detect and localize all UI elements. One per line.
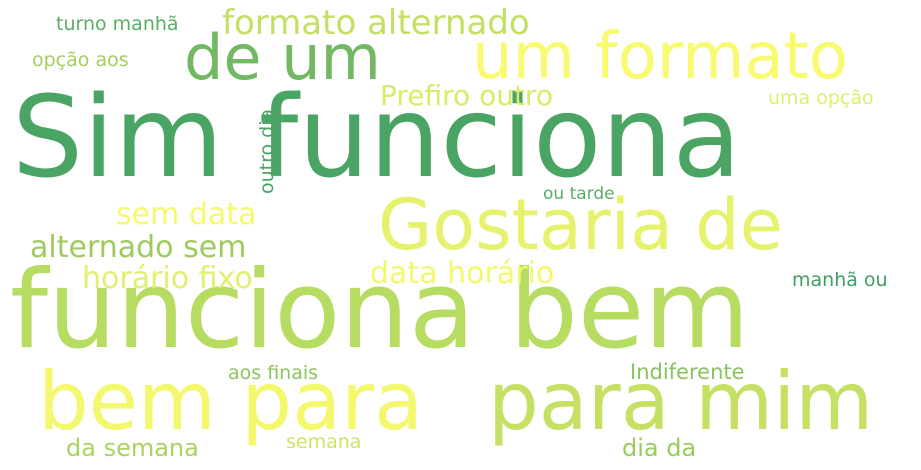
word-indiferente: Indiferente: [630, 360, 745, 384]
word-opcao-aos: opção aos: [32, 49, 129, 71]
word-um-formato: um formato: [472, 20, 848, 94]
word-formato-alternado: formato alternado: [222, 3, 530, 43]
word-da-semana: da semana: [66, 434, 199, 462]
word-prefiro-outro: Prefiro outro: [380, 79, 553, 112]
word-sim-funciona: Sim funciona: [12, 73, 742, 203]
word-manha-ou: manhã ou: [792, 269, 888, 291]
word-outro-dia: outro dia: [256, 108, 278, 194]
word-horario-fixo: horário fixo: [82, 261, 253, 296]
word-uma-opcao: uma opção: [768, 87, 874, 109]
word-turno-manha: turno manhã: [56, 13, 179, 35]
word-semana: semana: [286, 431, 362, 453]
word-bem-para: bem para: [38, 355, 424, 448]
word-funciona-bem: funciona bem: [10, 248, 750, 373]
word-gostaria-de: Gostaria de: [378, 184, 783, 266]
word-dia-da: dia da: [622, 434, 697, 462]
word-data-horario: data horário: [370, 256, 555, 291]
word-de-um: de um: [184, 21, 381, 94]
word-alternado-sem: alternado sem: [30, 230, 247, 265]
word-ou-tarde: ou tarde: [543, 184, 615, 204]
word-aos-finais: aos finais: [228, 362, 319, 384]
word-para-mim: para mim: [488, 355, 874, 448]
word-sem-data: sem data: [116, 197, 257, 232]
